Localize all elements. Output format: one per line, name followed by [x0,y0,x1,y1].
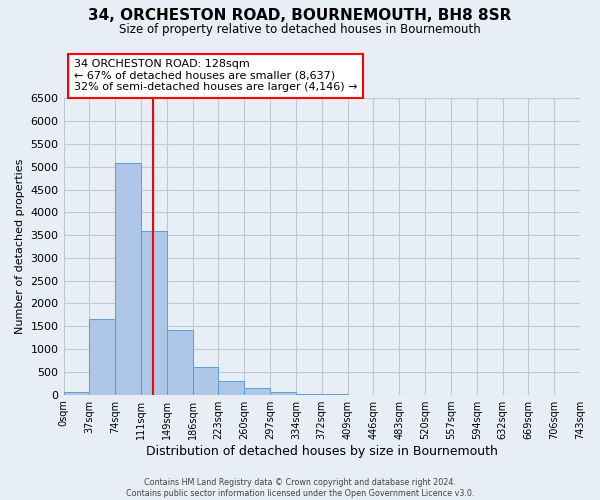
Bar [167,330,193,394]
Text: 34 ORCHESTON ROAD: 128sqm
← 67% of detached houses are smaller (8,637)
32% of se: 34 ORCHESTON ROAD: 128sqm ← 67% of detac… [74,60,358,92]
Bar [64,392,89,394]
Bar [270,392,296,394]
Bar [89,320,115,394]
Text: Size of property relative to detached houses in Bournemouth: Size of property relative to detached ho… [119,22,481,36]
Bar [218,381,244,394]
Bar [193,367,218,394]
X-axis label: Distribution of detached houses by size in Bournemouth: Distribution of detached houses by size … [146,444,498,458]
Bar [244,388,270,394]
Text: 34, ORCHESTON ROAD, BOURNEMOUTH, BH8 8SR: 34, ORCHESTON ROAD, BOURNEMOUTH, BH8 8SR [88,8,512,22]
Bar [115,163,141,394]
Bar [141,230,167,394]
Text: Contains HM Land Registry data © Crown copyright and database right 2024.
Contai: Contains HM Land Registry data © Crown c… [126,478,474,498]
Y-axis label: Number of detached properties: Number of detached properties [15,159,25,334]
